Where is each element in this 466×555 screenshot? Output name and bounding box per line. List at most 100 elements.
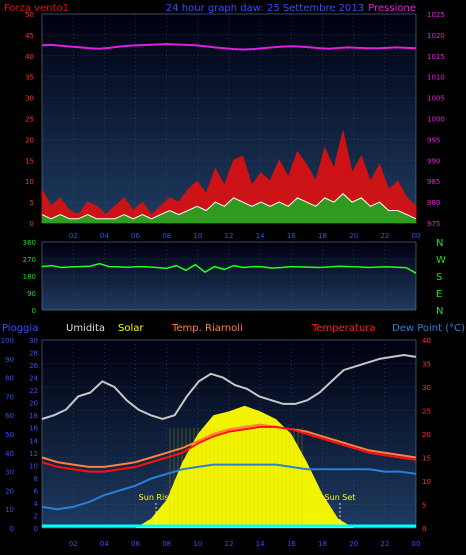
humidity-tick-label: 0: [34, 525, 38, 533]
x-tick-label: 10: [193, 232, 202, 240]
bottom-axes: 02 04 06 08 10 12 14 16 18 20 22 000510152025303540…: [1, 337, 431, 548]
solar-legend: Solar: [118, 323, 144, 334]
x-tick-label: 00: [412, 540, 421, 548]
compass-label: S: [436, 272, 442, 283]
dir-tick-label: 270: [23, 256, 36, 264]
humidity-tick-label: 22: [29, 387, 38, 395]
rain-tick-label: 100: [1, 337, 14, 345]
solar-area: [42, 405, 416, 528]
x-tick-label: 06: [131, 232, 140, 240]
dir-tick-label: 180: [23, 273, 36, 281]
x-tick-label: 20: [349, 232, 358, 240]
temp-tick-label: 30: [422, 384, 431, 392]
x-tick-label: 08: [162, 540, 171, 548]
rain-tick-label: 0: [10, 525, 14, 533]
x-tick-label: 14: [256, 232, 265, 240]
chart-title: 24 hour graph daw: 25 Settembre 2013: [166, 3, 364, 14]
top-grid: [42, 13, 417, 224]
humidity-tick-label: 2: [34, 512, 38, 520]
left-tick-label: 30: [25, 95, 34, 103]
wind-avg-area: [42, 193, 416, 223]
temperature-line: [41, 425, 417, 473]
x-tick-label: 16: [287, 232, 296, 240]
left-axis-title: Forza vento1: [4, 3, 69, 14]
humidity-tick-label: 6: [34, 487, 39, 495]
x-tick-label: 18: [318, 540, 327, 548]
sun-set-label: Sun Set: [325, 493, 356, 502]
x-tick-label: 12: [225, 540, 234, 548]
rain-tick-label: 40: [5, 450, 14, 458]
x-tick-label: 02: [69, 232, 78, 240]
humidity-legend: Umidita: [66, 323, 105, 334]
rain-tick-label: 30: [5, 469, 14, 477]
temp-indoor-legend: Temp. Riarnoli: [171, 323, 243, 334]
dir-tick-label: 90: [27, 290, 36, 298]
rain-tick-label: 90: [5, 356, 14, 364]
dir-tick-label: 360: [23, 239, 36, 247]
temp-tick-label: 35: [422, 361, 431, 369]
sun-rise-label: Sun Rise: [139, 493, 174, 502]
dew-point-line: [41, 463, 417, 511]
x-tick-label: 22: [380, 232, 389, 240]
right-tick-label: 1010: [427, 74, 445, 82]
x-tick-label: 04: [100, 540, 109, 548]
right-tick-label: 1000: [427, 116, 445, 124]
x-tick-label: 04: [100, 232, 109, 240]
rain-tick-label: 20: [5, 487, 14, 495]
temp-indoor-line: [41, 423, 417, 468]
bottom-series: [41, 353, 417, 528]
temperature-legend: Temperatura: [311, 323, 376, 334]
temp-tick-label: 15: [422, 455, 431, 463]
rain-tick-label: 70: [5, 393, 14, 401]
compass-label: E: [436, 289, 442, 300]
humidity-tick-label: 4: [34, 500, 39, 508]
right-tick-label: 975: [427, 220, 440, 228]
left-tick-label: 5: [30, 199, 34, 207]
x-tick-label: 22: [380, 540, 389, 548]
humidity-tick-label: 14: [29, 437, 38, 445]
x-tick-label: 18: [318, 232, 327, 240]
x-tick-label: 10: [193, 540, 202, 548]
temp-tick-label: 40: [422, 337, 431, 345]
pressure-line: [41, 43, 417, 51]
compass-label: W: [436, 255, 446, 266]
right-tick-label: 1015: [427, 53, 445, 61]
left-tick-label: 0: [30, 220, 34, 228]
humidity-tick-label: 30: [29, 337, 38, 345]
humidity-tick-label: 26: [29, 362, 38, 370]
rain-tick-label: 80: [5, 375, 14, 383]
rain-axis-title: Pioggia: [2, 323, 38, 334]
temp-tick-label: 0: [422, 525, 426, 533]
x-tick-label: 00: [412, 232, 421, 240]
x-tick-label: 16: [287, 540, 296, 548]
x-tick-label: 12: [225, 232, 234, 240]
left-tick-label: 20: [25, 136, 34, 144]
x-tick-label: 02: [69, 540, 78, 548]
top-series: [41, 43, 417, 224]
left-tick-label: 35: [25, 74, 34, 82]
humidity-tick-label: 28: [29, 350, 38, 358]
x-tick-label: 20: [349, 540, 358, 548]
rain-tick-label: 50: [5, 431, 14, 439]
right-tick-label: 1005: [427, 95, 445, 103]
left-tick-label: 50: [25, 11, 34, 19]
temp-tick-label: 20: [422, 431, 431, 439]
right-tick-label: 995: [427, 136, 440, 144]
rain-tick-label: 10: [5, 506, 14, 514]
compass-label: N: [436, 306, 443, 317]
compass-label: N: [436, 238, 443, 249]
right-tick-label: 980: [427, 199, 440, 207]
dir-tick-label: 0: [32, 307, 36, 315]
left-tick-label: 15: [25, 157, 34, 165]
right-axis-title: Pressione: [368, 3, 416, 14]
humidity-tick-label: 18: [29, 412, 38, 420]
humidity-tick-label: 24: [29, 375, 38, 383]
wind-avg-line: [41, 193, 417, 220]
right-tick-label: 985: [427, 178, 440, 186]
temp-tick-label: 10: [422, 478, 431, 486]
x-tick-label: 08: [162, 232, 171, 240]
humidity-tick-label: 12: [29, 450, 38, 458]
temp-tick-label: 25: [422, 408, 431, 416]
